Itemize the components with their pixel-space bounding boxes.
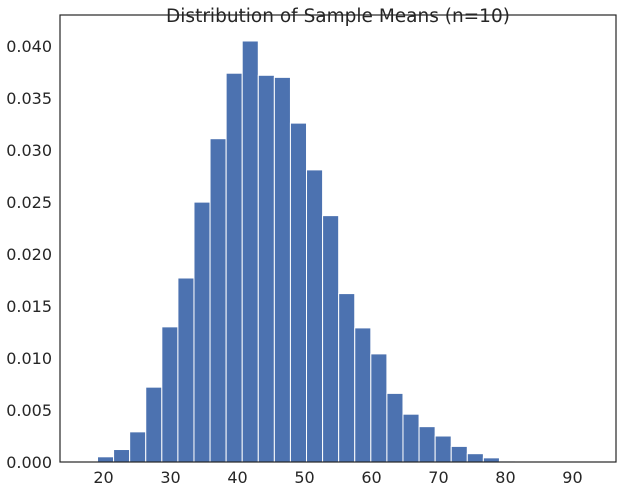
y-tick-label: 0.030 (6, 141, 52, 160)
histogram-bar (241, 40, 259, 463)
y-tick-label: 0.035 (6, 89, 52, 108)
y-tick-label: 0.025 (6, 193, 52, 212)
y-axis-ticks: 0.000 0.005 0.010 0.015 0.020 0.025 0.030 0.035… (6, 37, 52, 472)
histogram-bar (273, 76, 291, 463)
histogram-bar (161, 326, 179, 463)
histogram-bar (370, 353, 388, 463)
x-tick-label: 50 (294, 468, 314, 487)
y-tick-label: 0.010 (6, 349, 52, 368)
histogram-bar (129, 431, 147, 463)
histogram-bar (289, 122, 308, 463)
histogram-bar (97, 456, 115, 463)
x-tick-label: 80 (495, 468, 515, 487)
chart-title: Distribution of Sample Means (n=10) (166, 6, 510, 27)
x-tick-label: 70 (428, 468, 448, 487)
y-tick-label: 0.015 (6, 297, 52, 316)
histogram-bar (418, 426, 436, 463)
histogram-bar (145, 386, 163, 463)
x-axis-ticks: 20 30 40 50 60 70 80 90 (93, 468, 582, 487)
histogram-bar (386, 392, 404, 463)
bars-group (97, 40, 581, 463)
histogram-bar (402, 413, 420, 463)
histogram-bar (257, 74, 275, 463)
histogram-bar (354, 327, 372, 463)
plot-frame (59, 14, 617, 463)
x-tick-label: 20 (93, 468, 113, 487)
x-tick-label: 90 (562, 468, 582, 487)
histogram-bar (450, 445, 468, 463)
x-tick-label: 60 (361, 468, 381, 487)
histogram-bar (177, 277, 195, 463)
histogram-bar (482, 457, 500, 463)
x-tick-label: 40 (227, 468, 247, 487)
histogram-bar (209, 138, 227, 463)
histogram-bar (193, 201, 211, 463)
histogram-bar (113, 449, 131, 463)
histogram-bar (434, 435, 452, 463)
histogram-bar (338, 293, 356, 463)
y-tick-label: 0.020 (6, 245, 52, 264)
histogram-bar (466, 453, 484, 463)
y-tick-label: 0.005 (6, 401, 52, 420)
histogram-bar (225, 72, 243, 463)
y-tick-label: 0.000 (6, 453, 52, 472)
y-tick-label: 0.040 (6, 37, 52, 56)
histogram-bar (306, 169, 324, 463)
histogram-bar (322, 215, 340, 463)
x-tick-label: 30 (160, 468, 180, 487)
